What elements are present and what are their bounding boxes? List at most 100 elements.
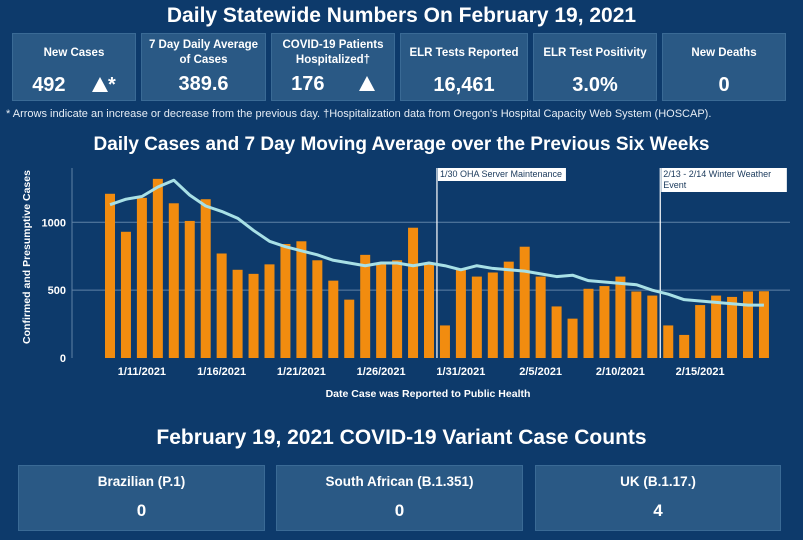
moving-average-series [109, 178, 764, 307]
bar [216, 253, 227, 358]
annotation-text: 2/13 - 2/14 Winter Weather [663, 169, 771, 179]
card-value: 16,461 [433, 74, 495, 96]
card-label: COVID-19 Patients Hospitalized† [282, 39, 384, 66]
bar [232, 269, 243, 358]
bar [743, 291, 753, 358]
new-cases-card: New Cases 492 * [12, 33, 136, 101]
bar [487, 272, 498, 358]
bar [168, 203, 179, 358]
bar [296, 241, 307, 358]
variant-label: UK (B.1.17.) [620, 474, 696, 489]
bar [758, 291, 769, 358]
variant-card-south-african: South African (B.1.351) 0 [276, 465, 523, 531]
x-tick-label: 2/5/2021 [519, 366, 562, 378]
bar [439, 325, 450, 358]
x-tick-label: 1/21/2021 [277, 366, 326, 378]
variant-value: 4 [653, 501, 663, 520]
x-axis-label: Date Case was Reported to Public Health [326, 388, 531, 400]
bar [583, 288, 594, 358]
cases-chart: 1/30 OHA Server Maintenance 2/13 - 2/14 W… [21, 168, 790, 400]
y-tick-label: 1000 [42, 217, 66, 229]
hospitalized-card: COVID-19 Patients Hospitalized† 176 [271, 33, 395, 101]
seven-day-average-card: 7 Day Daily Average of Cases 389.6 [141, 33, 266, 101]
bar [711, 295, 722, 358]
bar [615, 276, 626, 358]
bar [503, 261, 514, 358]
bar [567, 318, 578, 358]
card-value-suffix: * [108, 74, 116, 96]
bar [679, 334, 690, 358]
bar [280, 244, 291, 358]
bar [408, 227, 419, 358]
annotation-box [661, 168, 787, 192]
card-value: 492 [32, 74, 66, 96]
bar [727, 296, 738, 358]
bar [105, 193, 115, 358]
y-ticks: 0 500 1000 [42, 217, 66, 365]
card-label: ELR Test Positivity [543, 47, 647, 59]
card-value: 389.6 [178, 73, 229, 95]
y-axis-label: Confirmed and Presumptive Cases [21, 170, 33, 344]
y-tick-label: 0 [60, 353, 66, 365]
x-tick-label: 2/15/2021 [676, 366, 725, 378]
bar [184, 220, 195, 358]
bar [631, 291, 642, 358]
x-tick-label: 1/31/2021 [436, 366, 485, 378]
card-value: 176 [291, 73, 325, 95]
bar [471, 276, 482, 358]
annotation-text: Event [663, 180, 687, 190]
bar [312, 260, 323, 358]
bar [455, 268, 466, 358]
annotation-box [437, 168, 566, 181]
x-tick-label: 1/16/2021 [197, 366, 246, 378]
page-title: Daily Statewide Numbers On February 19, … [166, 4, 637, 27]
x-tick-label: 1/26/2021 [357, 366, 406, 378]
bar [424, 263, 434, 358]
test-positivity-card: ELR Test Positivity 3.0% [533, 33, 657, 101]
card-label: New Cases [43, 47, 105, 59]
bar [136, 197, 147, 358]
annotation-text: 1/30 OHA Server Maintenance [440, 169, 562, 179]
bar [152, 178, 163, 358]
up-arrow-icon [358, 76, 375, 91]
bar [647, 295, 658, 358]
bar [599, 286, 610, 358]
bar [519, 246, 530, 358]
up-arrow-icon [92, 77, 109, 92]
bar [200, 199, 211, 358]
x-ticks: 1/11/2021 1/16/2021 1/21/2021 1/26/2021 1/31… [118, 366, 725, 378]
variant-label: Brazilian (P.1) [97, 474, 186, 489]
card-value: 3.0% [572, 74, 618, 96]
card-value: 0 [718, 74, 730, 96]
bar [551, 306, 562, 358]
bars [105, 178, 769, 358]
y-tick-label: 500 [48, 285, 66, 297]
chart-title: Daily Cases and 7 Day Moving Average ove… [93, 134, 710, 155]
x-tick-label: 2/10/2021 [596, 366, 645, 378]
card-label: ELR Tests Reported [409, 47, 519, 59]
bar [264, 264, 275, 358]
bar [392, 260, 403, 358]
variant-card-brazilian: Brazilian (P.1) 0 [18, 465, 265, 531]
bar [663, 325, 674, 358]
bar [344, 299, 355, 358]
variant-value: 0 [394, 501, 405, 520]
bar [328, 280, 339, 358]
elr-tests-card: ELR Tests Reported 16,461 [400, 33, 528, 101]
bar [360, 254, 371, 358]
new-deaths-card: New Deaths 0 [662, 33, 786, 101]
bar [535, 276, 546, 358]
bar [695, 305, 706, 358]
variant-section-title: February 19, 2021 COVID-19 Variant Case … [156, 426, 647, 449]
variant-value: 0 [136, 501, 147, 520]
footnote: * Arrows indicate an increase or decreas… [6, 108, 712, 120]
variant-label: South African (B.1.351) [325, 474, 474, 489]
bar [248, 273, 259, 358]
moving-average-line [109, 178, 764, 307]
variant-card-uk: UK (B.1.17.) 4 [535, 465, 781, 531]
x-tick-label: 1/11/2021 [118, 366, 166, 378]
card-label: 7 Day Daily Average of Cases [148, 39, 259, 66]
bar [120, 231, 131, 358]
card-label: New Deaths [691, 47, 757, 59]
bar [376, 264, 387, 358]
